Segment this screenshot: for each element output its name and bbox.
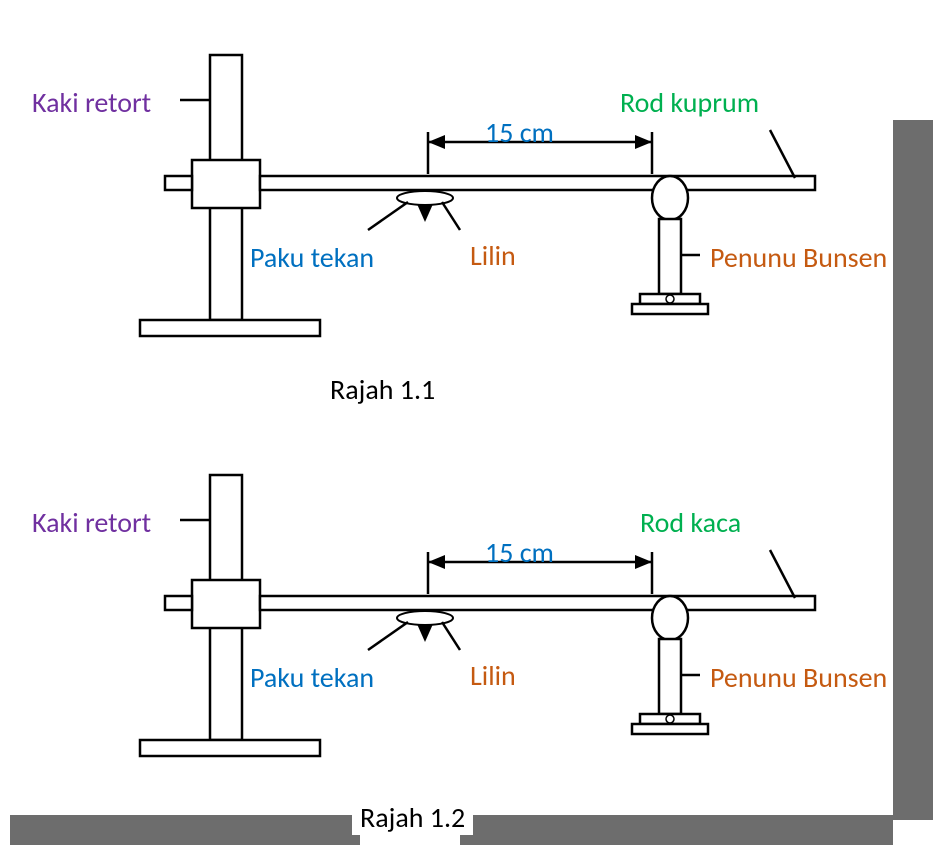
label-rod-2: Rod kaca bbox=[640, 505, 741, 540]
page-shadow-bottom-left bbox=[10, 815, 360, 845]
page-shadow-bottom-right bbox=[460, 815, 893, 845]
label-kaki-retort-2: Kaki retort bbox=[32, 505, 151, 540]
label-paku-tekan-1: Paku tekan bbox=[250, 240, 374, 275]
label-distance-2: 15 cm bbox=[485, 535, 554, 570]
label-penunu-2: Penunu Bunsen bbox=[710, 660, 887, 695]
diagram-2-svg bbox=[0, 450, 933, 790]
label-kaki-retort-1: Kaki retort bbox=[32, 85, 151, 120]
caption-2: Rajah 1.2 bbox=[352, 800, 473, 835]
diagram-1-svg bbox=[0, 30, 933, 370]
label-lilin-1: Lilin bbox=[470, 238, 516, 273]
label-distance-1: 15 cm bbox=[485, 115, 554, 150]
caption-1: Rajah 1.1 bbox=[330, 372, 435, 407]
label-penunu-1: Penunu Bunsen bbox=[710, 240, 887, 275]
label-lilin-2: Lilin bbox=[470, 658, 516, 693]
label-rod-1: Rod kuprum bbox=[620, 85, 759, 120]
label-paku-tekan-2: Paku tekan bbox=[250, 660, 374, 695]
